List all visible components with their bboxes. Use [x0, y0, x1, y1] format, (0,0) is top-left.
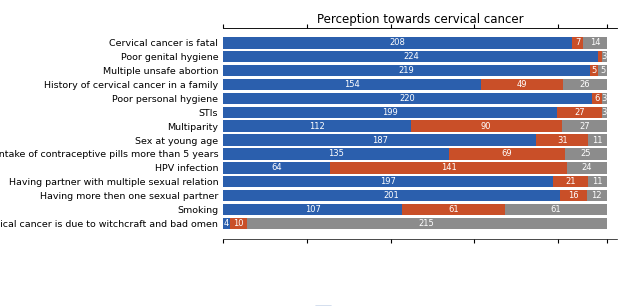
Text: 107: 107	[305, 205, 321, 214]
Bar	[564, 79, 607, 90]
Bar	[590, 65, 598, 76]
Bar	[588, 176, 607, 187]
Text: 4: 4	[224, 219, 229, 228]
Bar	[481, 79, 564, 90]
Text: 27: 27	[574, 108, 585, 117]
Bar	[562, 121, 607, 132]
Bar	[587, 190, 607, 201]
Bar	[602, 51, 607, 62]
Text: 25: 25	[581, 149, 591, 159]
Bar	[223, 176, 553, 187]
Text: 6: 6	[594, 94, 600, 103]
Text: 61: 61	[551, 205, 561, 214]
Bar	[223, 204, 402, 215]
Text: 10: 10	[233, 219, 244, 228]
Bar	[572, 37, 583, 49]
Bar	[230, 218, 247, 229]
Bar	[223, 106, 557, 118]
Bar	[598, 51, 602, 62]
Bar	[223, 148, 450, 160]
Text: 197: 197	[380, 177, 396, 186]
Text: 90: 90	[481, 122, 492, 131]
Bar	[602, 106, 607, 118]
Text: 7: 7	[575, 38, 580, 47]
Bar	[411, 121, 562, 132]
Text: 224: 224	[403, 52, 418, 61]
Bar	[591, 93, 602, 104]
Bar	[557, 106, 602, 118]
Text: 3: 3	[601, 108, 607, 117]
Text: 187: 187	[372, 136, 388, 144]
Bar	[583, 37, 607, 49]
Bar	[330, 162, 567, 174]
Text: 69: 69	[502, 149, 513, 159]
Bar	[223, 218, 230, 229]
Text: 199: 199	[382, 108, 398, 117]
Bar	[223, 134, 536, 146]
Bar	[223, 93, 591, 104]
Text: 208: 208	[389, 38, 405, 47]
Text: 112: 112	[309, 122, 325, 131]
Bar	[402, 204, 505, 215]
Text: 14: 14	[590, 38, 600, 47]
Text: 141: 141	[441, 163, 456, 172]
Text: 135: 135	[329, 149, 344, 159]
Bar	[223, 37, 572, 49]
Bar	[588, 134, 607, 146]
Text: 31: 31	[557, 136, 568, 144]
Bar	[223, 51, 598, 62]
Text: 16: 16	[568, 191, 578, 200]
Bar	[553, 176, 588, 187]
Bar	[247, 218, 607, 229]
Text: 27: 27	[579, 122, 590, 131]
Bar	[223, 190, 560, 201]
Text: 64: 64	[272, 163, 282, 172]
Bar	[598, 65, 607, 76]
Title: Perception towards cervical cancer: Perception towards cervical cancer	[317, 13, 523, 26]
Bar	[560, 190, 587, 201]
Bar	[450, 148, 565, 160]
Bar	[505, 204, 607, 215]
Text: 26: 26	[580, 80, 590, 89]
Bar	[223, 79, 481, 90]
Text: 12: 12	[591, 191, 602, 200]
Bar	[536, 134, 588, 146]
Text: 49: 49	[517, 80, 528, 89]
Bar	[223, 121, 411, 132]
Text: 21: 21	[565, 177, 576, 186]
Text: 5: 5	[591, 66, 597, 75]
Text: 24: 24	[582, 163, 592, 172]
Text: 154: 154	[344, 80, 360, 89]
Text: 215: 215	[419, 219, 435, 228]
Text: 11: 11	[592, 177, 603, 186]
Text: 219: 219	[399, 66, 415, 75]
Text: 201: 201	[384, 191, 399, 200]
Text: 5: 5	[600, 66, 605, 75]
Bar	[223, 65, 590, 76]
Bar	[602, 93, 607, 104]
Text: 3: 3	[601, 52, 607, 61]
Text: 3: 3	[601, 94, 607, 103]
Text: 11: 11	[592, 136, 603, 144]
Bar	[565, 148, 607, 160]
Bar	[567, 162, 607, 174]
Bar	[223, 162, 330, 174]
Text: 61: 61	[448, 205, 459, 214]
Text: 220: 220	[400, 94, 415, 103]
